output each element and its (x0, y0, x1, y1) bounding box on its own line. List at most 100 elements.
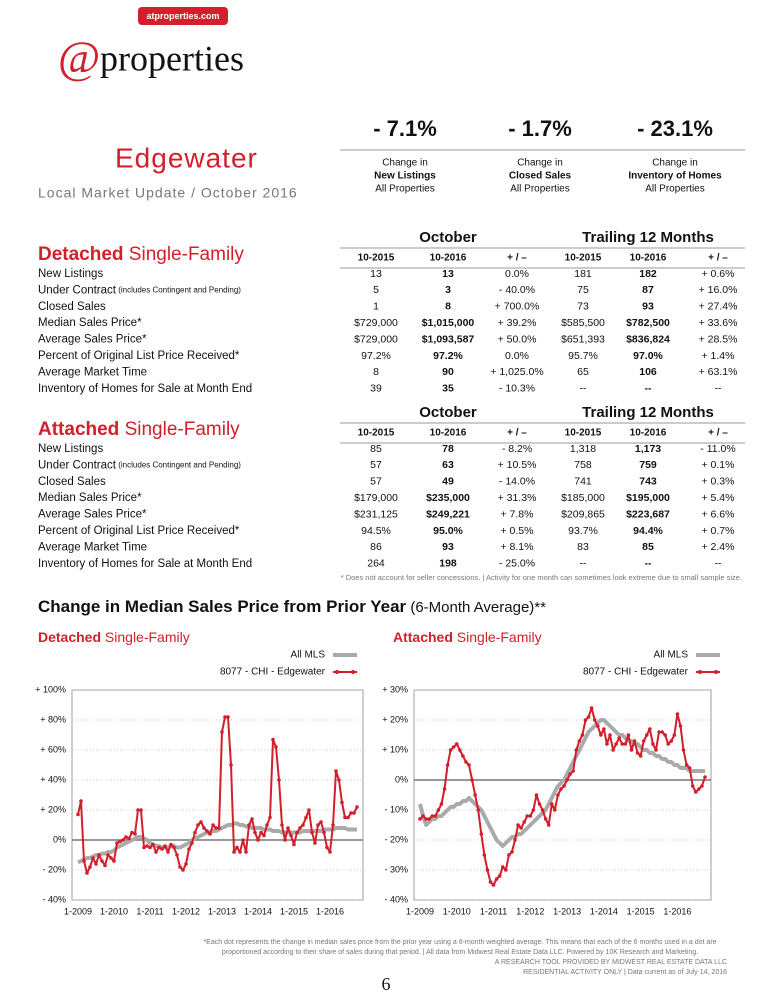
cell: 73 (577, 301, 589, 313)
cell: $1,015,000 (422, 317, 475, 329)
column-header: 10-2015 (358, 428, 395, 439)
data-point (241, 838, 245, 842)
x-tick-label: 1-2010 (443, 906, 471, 916)
row-label-text: Under Contract (38, 459, 117, 471)
cell: $1,093,587 (422, 333, 475, 345)
data-point (307, 808, 311, 812)
data-point (340, 800, 344, 805)
table-title-bold: Detached (38, 244, 124, 265)
row-label: New Listings (38, 443, 103, 455)
data-point (319, 820, 323, 824)
data-point (592, 718, 597, 722)
cell: 94.5% (361, 525, 391, 537)
cell: 78 (442, 443, 454, 455)
summary-line: Inventory of Homes (628, 171, 722, 182)
cell: 93.7% (568, 525, 598, 537)
data-point (485, 868, 490, 872)
data-point (549, 802, 554, 806)
y-tick-label: - 40% (42, 894, 66, 904)
data-point (346, 815, 350, 820)
column-header: + / – (507, 253, 527, 264)
data-point (274, 745, 278, 749)
row-label-text: Inventory of Homes for Sale at Month End (38, 558, 252, 570)
data-point (537, 802, 542, 806)
data-point (589, 706, 594, 710)
cell: 94.4% (633, 525, 663, 537)
data-point (421, 814, 425, 818)
data-point (458, 748, 462, 752)
plot-frame (413, 689, 712, 901)
data-point (445, 763, 450, 767)
data-point (697, 787, 701, 791)
cell: 1,318 (570, 443, 596, 455)
table-footnote: * Does not account for seller concession… (341, 573, 742, 582)
data-point (629, 748, 634, 752)
cell: 83 (577, 541, 589, 553)
row-label-text: Percent of Original List Price Received* (38, 525, 240, 537)
row-label: Inventory of Homes for Sale at Month End (38, 383, 252, 395)
data-point (121, 838, 125, 842)
cell: + 50.0% (498, 333, 537, 345)
row-label: Average Market Time (38, 541, 147, 553)
data-point (586, 715, 591, 719)
data-point (641, 739, 646, 743)
data-point (325, 845, 329, 850)
y-tick-label: + 40% (40, 774, 66, 784)
series-line (418, 718, 705, 848)
row-label: Median Sales Price* (38, 492, 142, 504)
x-tick-label: 1-2013 (553, 906, 581, 916)
data-point (313, 841, 317, 845)
plot-frame (71, 689, 364, 901)
data-point (106, 853, 110, 857)
cell: $729,000 (354, 317, 398, 329)
cell: + 0.1% (702, 459, 735, 471)
data-point (112, 859, 116, 863)
data-point (574, 748, 579, 752)
cell: 1,173 (635, 443, 661, 455)
cell: 5 (373, 284, 379, 296)
data-point (461, 754, 465, 758)
cell: 741 (574, 476, 592, 488)
data-point (196, 823, 200, 827)
cell: $209,865 (561, 508, 605, 520)
data-point (638, 754, 643, 758)
data-point (644, 733, 649, 737)
data-point (519, 826, 523, 830)
data-point (322, 830, 326, 835)
row-note: (includes Contingent and Pending) (116, 286, 241, 295)
data-point (500, 865, 505, 869)
data-point (543, 817, 548, 821)
y-tick-label: + 60% (40, 744, 66, 754)
row-label: Closed Sales (38, 301, 106, 313)
data-point (559, 787, 563, 791)
data-point (205, 829, 209, 833)
cell: + 63.1% (699, 366, 738, 378)
data-point (169, 842, 173, 847)
data-point (577, 739, 582, 743)
cell: $782,500 (626, 317, 670, 329)
data-point (666, 742, 671, 746)
data-point (271, 737, 275, 742)
data-point (436, 808, 441, 812)
data-point (295, 830, 299, 835)
data-point (85, 871, 89, 875)
cell: 198 (439, 558, 457, 570)
data-point (553, 808, 557, 812)
data-point (448, 748, 453, 752)
data-point (127, 836, 131, 841)
data-point (528, 814, 533, 818)
data-point (669, 739, 674, 743)
row-label: Average Sales Price* (38, 334, 147, 346)
data-point (256, 838, 260, 842)
data-point (675, 712, 680, 716)
data-point (214, 826, 218, 830)
x-tick-label: 1-2012 (516, 906, 544, 916)
data-point (181, 868, 185, 872)
column-header: 10-2016 (630, 253, 667, 264)
data-point (352, 811, 356, 815)
x-tick-label: 1-2014 (590, 906, 618, 916)
data-point (451, 745, 456, 749)
summary-line: Change in (517, 158, 563, 169)
logo-text: properties (100, 38, 244, 78)
section-title: Change in Median Sales Price from Prior … (38, 597, 546, 616)
